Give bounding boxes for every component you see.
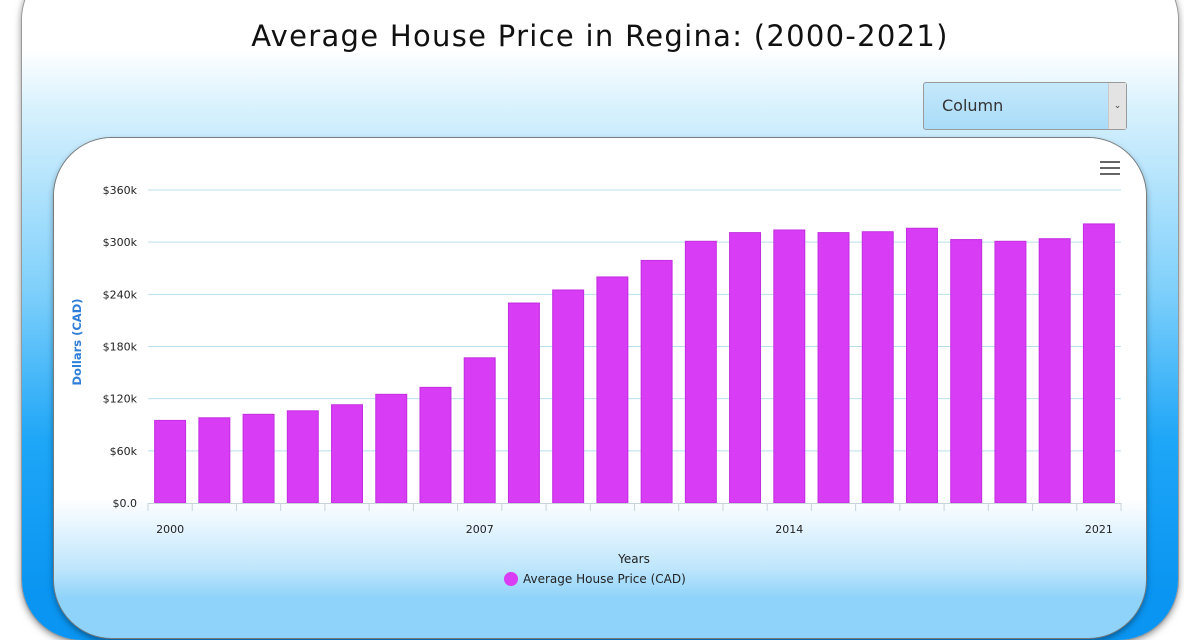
hamburger-menu-icon[interactable] bbox=[1100, 160, 1120, 176]
bar[interactable] bbox=[729, 232, 762, 504]
legend-marker bbox=[504, 572, 518, 586]
y-tick-label: $120k bbox=[103, 393, 138, 406]
bar[interactable] bbox=[419, 386, 452, 504]
y-tick-label: $180k bbox=[103, 341, 138, 354]
legend[interactable]: Average House Price (CAD) bbox=[504, 572, 686, 586]
y-tick-label: $360k bbox=[103, 184, 138, 197]
x-axis-title: Years bbox=[617, 552, 650, 566]
bar[interactable] bbox=[1038, 238, 1071, 504]
x-axis-ticks: 2000 2007 2014 2021 bbox=[147, 503, 1122, 536]
bar[interactable] bbox=[596, 276, 629, 504]
y-tick-label: $60k bbox=[110, 445, 138, 458]
bar[interactable] bbox=[817, 232, 850, 504]
chart-svg: $0.0$60k$120k$180k$240k$300k$360k 2000 20… bbox=[70, 184, 1122, 586]
x-tick-label: 2021 bbox=[1085, 523, 1113, 536]
bar[interactable] bbox=[684, 240, 717, 504]
bar[interactable] bbox=[950, 239, 983, 504]
y-axis-ticks: $0.0 $60k $120k $180k $240k $300k $360k bbox=[103, 184, 138, 510]
x-tick-label: 2014 bbox=[775, 523, 803, 536]
page-title: Average House Price in Regina: (2000-202… bbox=[251, 19, 949, 53]
bar[interactable] bbox=[286, 410, 319, 504]
bar[interactable] bbox=[198, 417, 231, 504]
bar[interactable] bbox=[861, 231, 894, 504]
chart-type-select-value: Column bbox=[942, 96, 1004, 115]
bar[interactable] bbox=[507, 302, 540, 504]
bar[interactable] bbox=[331, 404, 364, 504]
y-axis-title: Dollars (CAD) bbox=[70, 298, 84, 385]
chart-type-select[interactable]: Column ⌄ bbox=[923, 82, 1127, 130]
y-tick-label: $240k bbox=[103, 288, 138, 301]
bar[interactable] bbox=[773, 229, 806, 504]
bar[interactable] bbox=[905, 227, 938, 504]
x-tick-label: 2007 bbox=[466, 523, 494, 536]
x-tick-label: 2000 bbox=[156, 523, 184, 536]
legend-label: Average House Price (CAD) bbox=[523, 572, 686, 586]
bar[interactable] bbox=[154, 419, 187, 504]
bar[interactable] bbox=[375, 393, 408, 504]
bar[interactable] bbox=[463, 357, 496, 504]
bar[interactable] bbox=[552, 289, 585, 504]
y-tick-label: $300k bbox=[103, 236, 138, 249]
bar[interactable] bbox=[994, 240, 1027, 504]
bar[interactable] bbox=[242, 413, 275, 504]
bar[interactable] bbox=[640, 259, 673, 504]
bar[interactable] bbox=[1082, 223, 1115, 504]
bars bbox=[154, 223, 1115, 504]
chevron-down-icon: ⌄ bbox=[1108, 83, 1126, 129]
y-tick-label: $0.0 bbox=[113, 497, 138, 510]
